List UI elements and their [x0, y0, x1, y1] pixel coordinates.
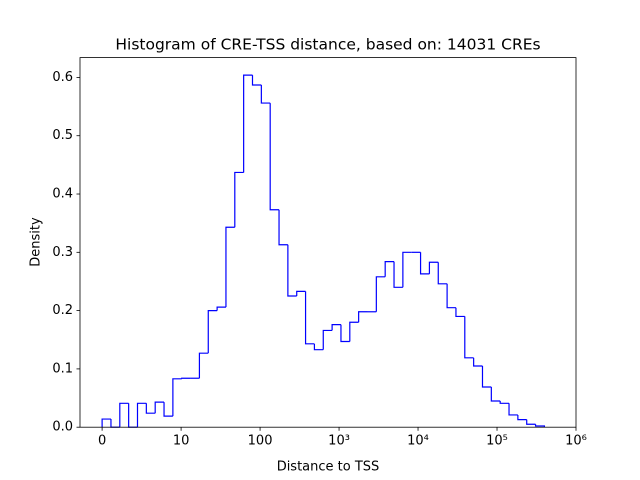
x-axis-label: Distance to TSS [277, 460, 380, 475]
histogram-bin [473, 357, 483, 367]
histogram-bin [243, 74, 253, 173]
histogram-bin [136, 402, 147, 428]
histogram-bin [393, 261, 403, 288]
histogram-bin [340, 324, 350, 343]
x-tick-label: 0 [98, 434, 106, 449]
histogram-bin [437, 262, 448, 285]
histogram-bin [163, 402, 173, 417]
histogram-bin [269, 103, 280, 211]
x-tick-label: 10 [173, 434, 190, 449]
histogram-bin [375, 276, 386, 312]
x-tick-label: 10⁵ [486, 434, 508, 449]
histogram-bin [508, 403, 518, 416]
axes-frame [79, 57, 577, 428]
y-tick-label: 0.3 [52, 245, 73, 260]
y-tick-label: 0.6 [52, 70, 73, 85]
histogram-bin [358, 311, 368, 323]
histogram-bin [110, 419, 120, 428]
x-tick-label: 10⁴ [407, 434, 429, 449]
y-axis-label: Density [29, 217, 44, 267]
histogram-bin [322, 329, 333, 350]
histogram-bin [287, 244, 297, 297]
x-tick-label: 10⁶ [565, 434, 587, 449]
histogram-bin [145, 403, 156, 414]
histogram-bin [384, 261, 395, 277]
x-tick-label: 100 [248, 434, 273, 449]
histogram-bin [313, 343, 324, 351]
histogram-bin [172, 378, 182, 417]
histogram-bin [278, 209, 288, 246]
histogram-bin [128, 403, 138, 428]
histogram-bin [455, 307, 465, 318]
y-tick-label: 0.0 [52, 420, 73, 435]
histogram-bin [446, 283, 456, 309]
y-tick-label: 0.2 [52, 303, 73, 318]
y-tick-label: 0.1 [52, 361, 73, 376]
histogram-bin [464, 316, 474, 359]
histogram-bin [181, 377, 191, 379]
chart-title: Histogram of CRE-TSS distance, based on:… [115, 36, 540, 54]
histogram-bin [428, 261, 439, 274]
histogram-bin [260, 84, 271, 104]
histogram-bin [304, 291, 315, 345]
histogram-bin [517, 414, 527, 421]
histogram-bin [402, 251, 412, 288]
x-tick-label: 10³ [328, 434, 350, 449]
histogram-bin [207, 310, 218, 354]
histogram-bin [526, 419, 536, 425]
y-tick-label: 0.5 [52, 128, 73, 143]
histogram-bin [419, 252, 430, 275]
histogram-bin [499, 400, 510, 404]
y-tick-label: 0.4 [52, 187, 73, 202]
histogram-bin [481, 365, 492, 388]
histogram-bin [349, 321, 359, 342]
histogram-bin [490, 386, 501, 402]
histogram-bin [101, 418, 111, 428]
histogram-bin [225, 226, 235, 308]
histogram-bin [154, 401, 165, 414]
histogram-bin [234, 171, 244, 228]
histogram-bin [251, 75, 262, 86]
histogram-bin [296, 290, 306, 297]
histogram-bin [119, 402, 129, 428]
histogram-bin [534, 424, 546, 428]
histogram-bin [216, 306, 226, 311]
histogram-bin [331, 323, 341, 331]
histogram-bin [198, 352, 209, 379]
